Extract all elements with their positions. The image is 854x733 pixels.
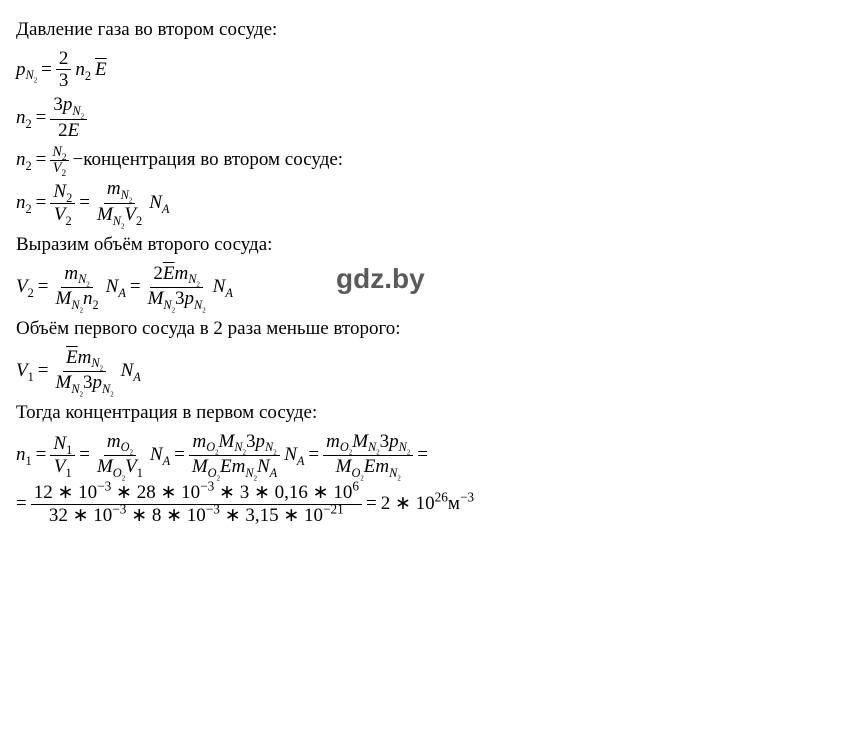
equation-1: pN2 = 2 3 n2 E bbox=[16, 49, 838, 92]
text-line-1: Давление газа во втором сосуде: bbox=[16, 16, 838, 45]
text-line-6: Выразим объём второго сосуда: bbox=[16, 231, 838, 260]
equation-7b: = 12 ∗ 10−3 ∗ 28 ∗ 10−3 ∗ 3 ∗ 0,16 ∗ 106… bbox=[16, 483, 838, 526]
equation-7a: n1 = N1 V1 = mO2 MO2V1 NA = mO2MN23pN2 M… bbox=[16, 432, 838, 480]
equation-3: n2 = N2 V2 −концентрация во втором сосуд… bbox=[16, 145, 838, 176]
equation-4: n2 = N2 V2 = mN2 MN2V2 NA bbox=[16, 179, 838, 227]
equation-2: n2 = 3pN2 2E bbox=[16, 95, 838, 140]
equation-6: V1 = EmN2 MN23pN2 NA bbox=[16, 348, 838, 396]
equation-5: V2 = mN2 MN2n2 NA = 2EmN2 MN23pN2 NA gdz… bbox=[16, 264, 838, 312]
text-line-10: Тогда концентрация в первом сосуде: bbox=[16, 399, 838, 428]
text-line-8: Объём первого сосуда в 2 раза меньше вто… bbox=[16, 315, 838, 344]
watermark: gdz.by bbox=[336, 258, 425, 300]
document: Давление газа во втором сосуде: pN2 = 2 … bbox=[16, 16, 838, 526]
